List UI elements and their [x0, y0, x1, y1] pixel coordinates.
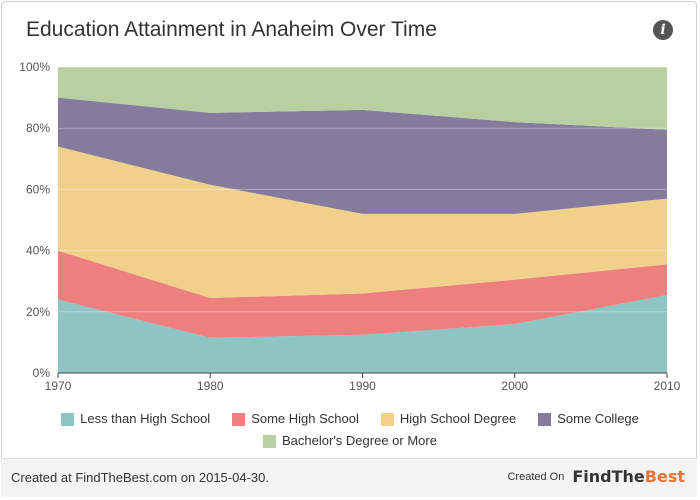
x-tick-label: 2000 [501, 379, 528, 393]
created-on-label: Created On [507, 470, 565, 483]
y-tick-label: 80% [26, 121, 50, 135]
chart-title: Education Attainment in Anaheim Over Tim… [26, 18, 437, 41]
legend-item[interactable]: Bachelor's Degree or More [263, 430, 437, 452]
legend-swatch [61, 412, 75, 426]
legend-label: Bachelor's Degree or More [282, 433, 437, 448]
legend-swatch [538, 412, 552, 426]
legend-swatch [263, 434, 277, 448]
area-series-3[interactable] [58, 97, 667, 214]
legend-label: High School Degree [399, 411, 517, 426]
legend-swatch [232, 412, 246, 426]
footer: Created at FindTheBest.com on 2015-04-30… [1, 458, 697, 497]
legend-item[interactable]: Less than High School [61, 408, 210, 430]
legend-label: Some College [557, 411, 639, 426]
area-series-0[interactable] [58, 294, 667, 373]
x-tick-label: 1990 [349, 379, 376, 393]
brand-block[interactable]: Created On FindTheBest [507, 467, 685, 486]
legend-label: Some High School [251, 411, 359, 426]
legend-swatch [380, 412, 394, 426]
info-icon[interactable]: i [653, 20, 673, 40]
legend-item[interactable]: High School Degree [380, 408, 517, 430]
legend-item[interactable]: Some High School [232, 408, 359, 430]
legend-item[interactable]: Some College [538, 408, 639, 430]
y-tick-label: 0% [33, 366, 51, 380]
y-tick-label: 60% [26, 182, 50, 196]
legend-label: Less than High School [80, 411, 211, 426]
area-series-2[interactable] [58, 146, 667, 299]
legend-row: Bachelor's Degree or More [0, 430, 700, 452]
brand-logo[interactable]: FindTheBest [572, 467, 685, 486]
y-tick-label: 40% [26, 244, 50, 258]
x-tick-label: 2010 [654, 379, 681, 393]
y-tick-label: 20% [26, 305, 50, 319]
chart-plot: 0% 20% 40% 60% 80% 100% 1970 1980 1990 2000 2010 [19, 60, 681, 393]
brand-accent: Best [644, 467, 685, 486]
brand-main: FindThe [572, 467, 645, 486]
chart-legend: Less than High School Some High School Hig… [0, 408, 700, 452]
y-tick-label: 100% [19, 60, 50, 74]
area-series-1[interactable] [58, 250, 667, 338]
legend-row: Less than High School Some High School Hig… [0, 408, 700, 430]
x-tick-label: 1970 [45, 379, 72, 393]
area-series-4[interactable] [58, 67, 667, 130]
x-tick-label: 1980 [197, 379, 224, 393]
created-text: Created at FindTheBest.com on 2015-04-30… [11, 470, 269, 485]
